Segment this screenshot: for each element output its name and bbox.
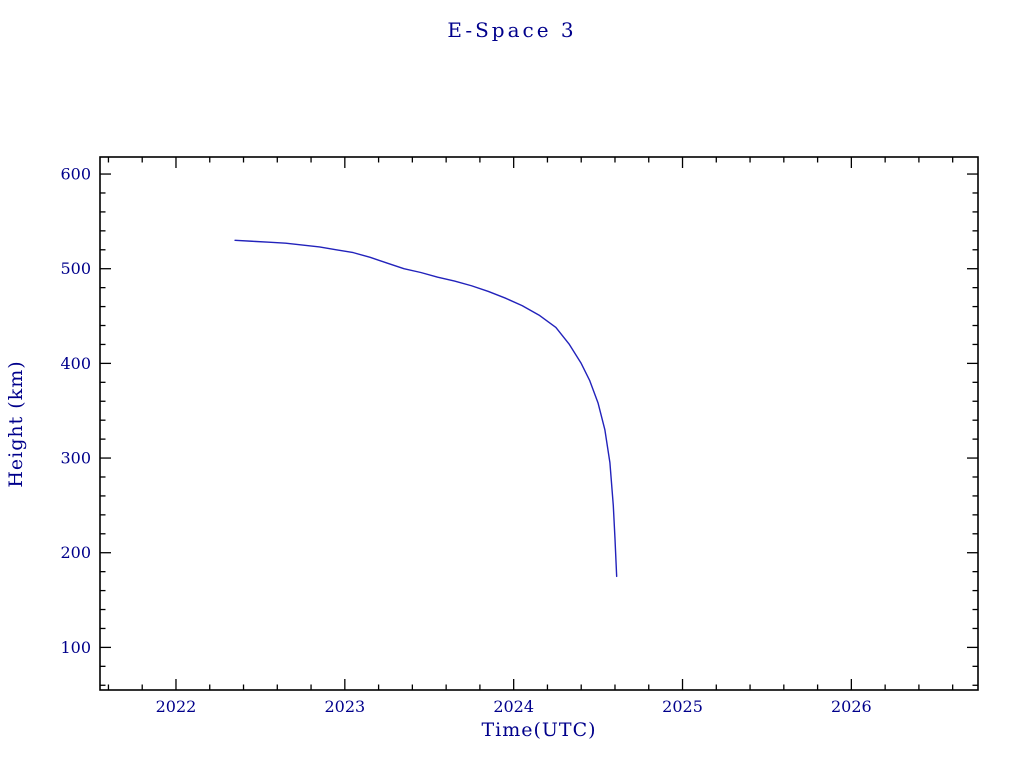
data-line (234, 239, 618, 578)
x-tick-label: 2022 (156, 697, 197, 716)
y-tick-label: 200 (60, 543, 91, 562)
y-tick-label: 400 (60, 354, 91, 373)
x-axis-title: Time(UTC) (481, 719, 596, 741)
y-axis-title: Height (km) (5, 360, 27, 487)
x-tick-label: 2025 (662, 697, 703, 716)
y-tick-label: 500 (60, 259, 91, 278)
y-tick-label: 100 (60, 638, 91, 657)
chart-title: E-Space 3 (447, 18, 576, 42)
plot-generated-group: 2022 2023 2024 2025 2026 100 200 300 400 500 600 (60, 156, 979, 716)
x-tick-label: 2024 (493, 697, 534, 716)
x-tick-label: 2023 (324, 697, 365, 716)
x-tick-label: 2026 (831, 697, 872, 716)
plot-frame (99, 156, 979, 691)
y-tick-label: 600 (60, 165, 91, 184)
y-tick-label: 300 (60, 449, 91, 468)
